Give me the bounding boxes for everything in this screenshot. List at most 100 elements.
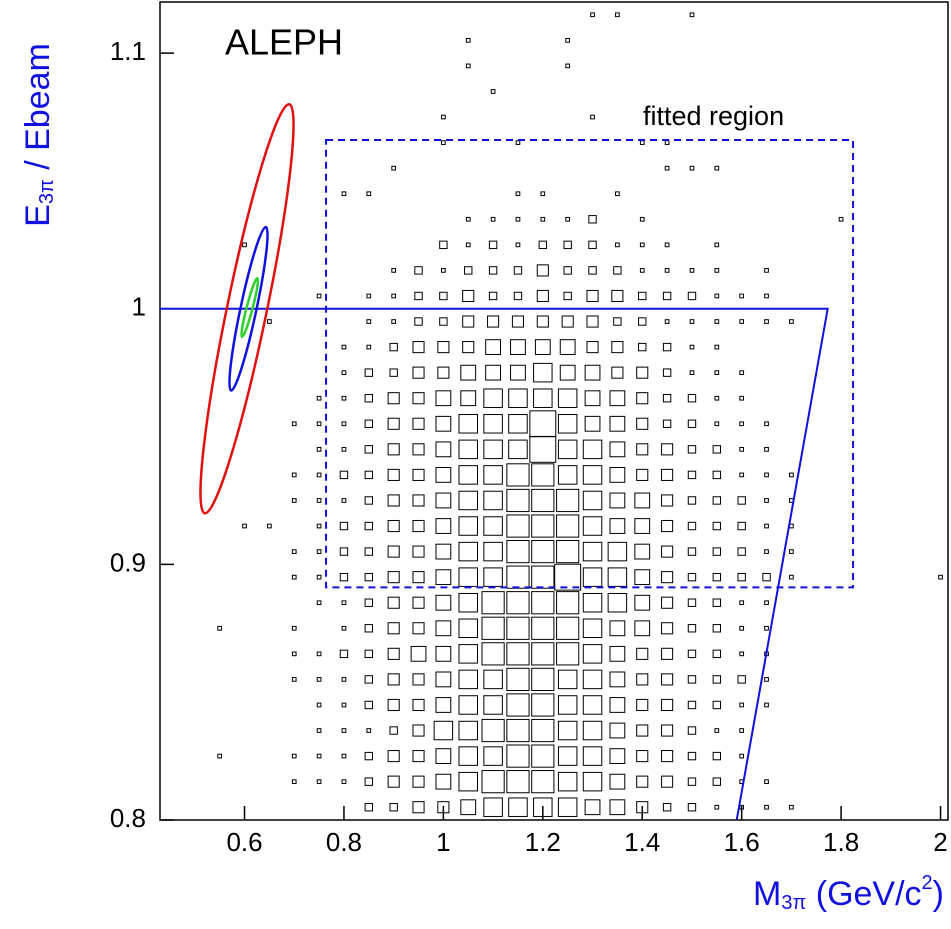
bin-box (664, 319, 670, 324)
bin-box (636, 392, 649, 405)
bin-box (508, 388, 528, 408)
bin-box (341, 344, 347, 350)
bin-box (441, 268, 446, 273)
bin-box (714, 319, 720, 324)
bin-box (515, 242, 521, 248)
bin-box (387, 775, 400, 788)
bin-box (412, 443, 425, 456)
bin-box (739, 446, 745, 452)
bin-box (508, 439, 528, 460)
bin-box (737, 547, 746, 556)
bin-box (582, 490, 603, 511)
bin-box (364, 368, 374, 377)
bin-box (536, 315, 549, 328)
bin-box (316, 600, 322, 606)
bin-box (465, 242, 471, 248)
bin-box (636, 673, 649, 686)
bin-box (412, 468, 425, 481)
bin-box (291, 651, 297, 657)
bin-box (439, 317, 448, 326)
bin-box (389, 368, 398, 377)
bin-box (609, 492, 626, 509)
bin-box (636, 801, 649, 814)
bin-box (483, 439, 503, 460)
bin-box (584, 415, 601, 432)
bin-box (435, 620, 452, 637)
bin-box (341, 677, 347, 682)
bin-box (435, 518, 452, 534)
bin-box (506, 591, 530, 615)
bin-box (609, 467, 626, 483)
x-title-sup: 2 (922, 872, 933, 894)
bin-box (764, 523, 769, 529)
bin-box (316, 498, 322, 503)
bin-box (387, 647, 400, 660)
bin-box (341, 753, 347, 759)
bin-box (483, 541, 503, 562)
chart-title: ALEPH (225, 22, 343, 63)
bin-box (531, 591, 555, 615)
bin-box (687, 624, 697, 633)
bin-box (737, 496, 746, 505)
bin-box (636, 417, 649, 430)
bin-box (488, 291, 498, 301)
bin-box (712, 649, 722, 659)
bin-box (687, 649, 697, 659)
bin-box (639, 216, 645, 222)
bin-box (634, 492, 651, 509)
bin-box (533, 362, 553, 383)
bin-box (341, 191, 347, 197)
bin-box (661, 750, 674, 763)
bin-box (582, 465, 603, 485)
bin-box (712, 521, 722, 531)
x-tick-label: 0.8 (326, 827, 362, 857)
bin-box (387, 519, 400, 533)
bin-box (242, 523, 247, 529)
bin-box (531, 718, 555, 743)
bin-box (582, 541, 603, 562)
bin-box (506, 565, 530, 589)
bin-box (737, 572, 746, 582)
bin-box (538, 240, 548, 250)
bin-box (339, 649, 349, 659)
bin-box (481, 616, 505, 640)
bin-box (483, 797, 503, 817)
bin-box (412, 698, 425, 712)
bin-box (557, 771, 578, 792)
bin-box (291, 498, 297, 503)
bin-box (582, 439, 603, 460)
bin-box (460, 364, 477, 381)
bin-box (764, 804, 769, 810)
bin-box (506, 463, 530, 487)
bin-box (662, 419, 672, 428)
bin-box (586, 289, 599, 303)
bin-box (387, 545, 400, 558)
bin-box (341, 702, 347, 708)
bin-box (364, 572, 374, 582)
bin-box (364, 521, 374, 531)
bin-box (366, 293, 372, 299)
bin-box (433, 720, 454, 741)
bin-box (387, 673, 400, 686)
bin-box (563, 266, 572, 275)
bin-box (412, 519, 425, 533)
bin-box (534, 339, 551, 355)
bin-box (391, 268, 397, 273)
bin-box (506, 718, 530, 743)
y-title-sub: 3π (36, 179, 58, 204)
bin-box (267, 523, 272, 529)
bin-box (387, 417, 400, 430)
bin-box (435, 697, 452, 713)
bin-box (789, 574, 794, 580)
bin-box (607, 592, 628, 613)
bin-box (609, 390, 626, 407)
bin-box (563, 291, 572, 301)
bin-box (582, 592, 603, 613)
bin-box (609, 697, 626, 713)
bin-box (515, 216, 521, 222)
bin-box (662, 394, 672, 403)
bin-box (613, 266, 622, 275)
bin-box (531, 616, 555, 640)
bin-box (341, 625, 347, 631)
